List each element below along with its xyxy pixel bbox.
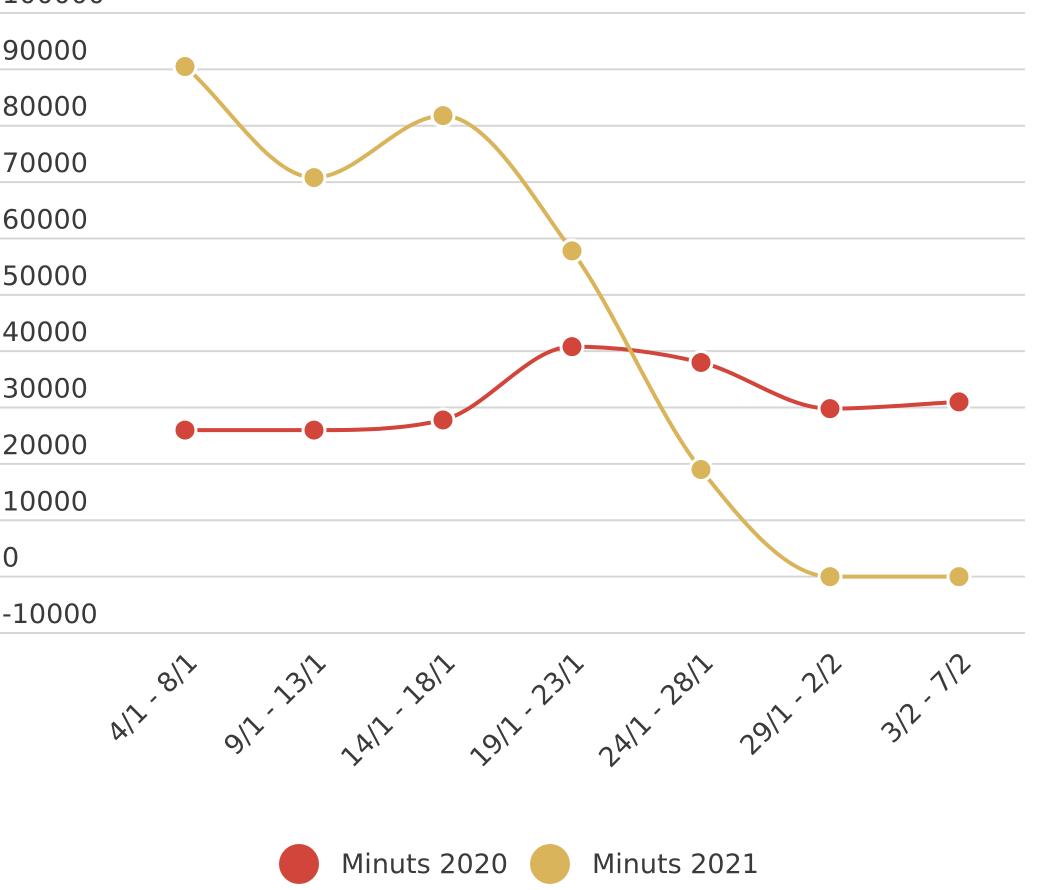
data-point-minuts-2021[interactable] xyxy=(688,457,714,483)
gridlines xyxy=(0,12,1025,634)
data-point-minuts-2020[interactable] xyxy=(817,396,843,422)
x-tick-label: 4/1 - 8/1 xyxy=(102,647,204,749)
y-tick-label: 0 xyxy=(2,543,19,574)
x-axis-tick-labels: 4/1 - 8/1 9/1 - 13/1 14/1 - 18/1 19/1 - 23/… xyxy=(102,647,978,774)
data-point-minuts-2021[interactable] xyxy=(301,165,327,191)
data-point-minuts-2021[interactable] xyxy=(559,238,585,264)
legend-item-minuts-2021[interactable]: Minuts 2021 xyxy=(530,844,759,884)
x-tick-label: 19/1 - 23/1 xyxy=(464,647,591,774)
data-point-minuts-2020[interactable] xyxy=(430,407,456,433)
y-tick-label: 20000 xyxy=(2,430,88,461)
data-point-minuts-2020[interactable] xyxy=(172,417,198,443)
data-point-minuts-2021[interactable] xyxy=(946,564,972,590)
y-axis-tick-labels: -10000 0 10000 20000 30000 40000 50000 60000 700… xyxy=(2,0,105,630)
y-tick-label: -10000 xyxy=(2,599,98,630)
x-tick-label: 29/1 - 2/2 xyxy=(734,647,849,762)
series-lines xyxy=(183,64,961,579)
y-tick-label: 30000 xyxy=(2,374,88,405)
legend-label-minuts-2021: Minuts 2021 xyxy=(592,848,759,880)
legend-swatch-minuts-2020 xyxy=(279,844,320,884)
y-tick-label: 40000 xyxy=(2,317,88,348)
y-tick-label: 60000 xyxy=(2,204,88,235)
data-point-minuts-2021[interactable] xyxy=(430,103,456,129)
legend-swatch-minuts-2021 xyxy=(530,844,570,884)
y-tick-label: 90000 xyxy=(2,35,88,66)
data-point-minuts-2020[interactable] xyxy=(688,349,714,375)
series-points xyxy=(172,54,972,590)
y-tick-label: 10000 xyxy=(2,486,88,517)
y-tick-label: 50000 xyxy=(2,261,88,292)
x-tick-label: 9/1 - 13/1 xyxy=(218,647,333,762)
data-point-minuts-2021[interactable] xyxy=(817,564,843,590)
data-point-minuts-2020[interactable] xyxy=(301,417,327,443)
y-tick-label: 70000 xyxy=(2,148,88,179)
legend-label-minuts-2020: Minuts 2020 xyxy=(341,848,508,880)
x-tick-label: 24/1 - 28/1 xyxy=(593,647,720,774)
legend-item-minuts-2020[interactable]: Minuts 2020 xyxy=(279,844,508,884)
data-point-minuts-2021[interactable] xyxy=(172,54,198,80)
series-line-minuts-2021 xyxy=(183,64,961,579)
data-point-minuts-2020[interactable] xyxy=(946,389,972,415)
legend: Minuts 2020 Minuts 2021 xyxy=(0,838,1038,890)
series-line-minuts-2020 xyxy=(183,344,961,433)
chart-canvas: -10000 0 10000 20000 30000 40000 50000 60000 700… xyxy=(0,0,1025,774)
data-point-minuts-2020[interactable] xyxy=(559,334,585,360)
y-tick-label: 80000 xyxy=(2,92,88,123)
x-tick-label: 3/2 - 7/2 xyxy=(876,647,978,749)
x-tick-label: 14/1 - 18/1 xyxy=(335,647,462,774)
